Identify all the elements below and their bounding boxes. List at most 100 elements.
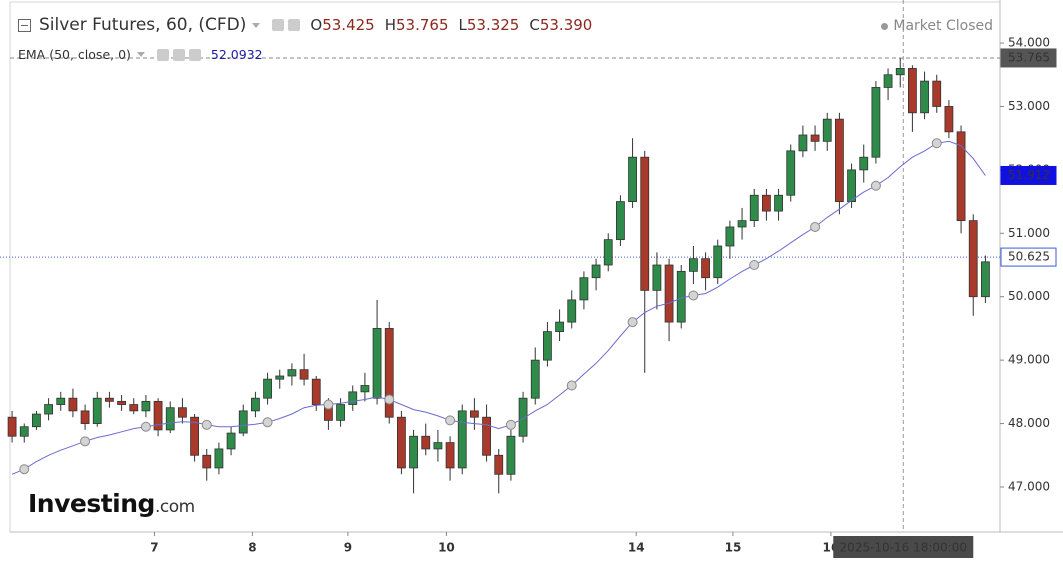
candle-body — [591, 264, 601, 279]
ema-marker — [445, 415, 456, 426]
high-value-box — [1000, 48, 1057, 68]
candle-body — [482, 416, 491, 456]
candle-body — [202, 454, 212, 469]
candle-body — [603, 239, 613, 266]
ohlc-value: 53.765 — [396, 16, 449, 34]
ohlc-item: H53.765 — [385, 16, 449, 34]
ema-marker — [688, 290, 699, 301]
x-tick-label: 15 — [725, 541, 742, 555]
crosshair-value-label: 50.625 — [1008, 250, 1050, 264]
candle-body — [555, 321, 564, 333]
menu-caret[interactable] — [252, 22, 261, 28]
ema-marker — [201, 419, 212, 430]
y-tick-label: 51.000 — [1008, 226, 1050, 240]
ema-marker — [505, 419, 516, 430]
candle-body — [981, 261, 990, 298]
ema-value-label: 51.912 — [1008, 168, 1050, 182]
candle-body — [506, 435, 516, 475]
settings-icon[interactable] — [288, 19, 301, 31]
ohlc-key: L — [458, 16, 467, 34]
y-tick-label: 50.000 — [1008, 289, 1050, 303]
candle-body — [859, 156, 869, 171]
candle-body — [214, 448, 224, 469]
ema-marker — [323, 399, 334, 410]
eye-icon[interactable] — [272, 19, 285, 31]
candle-body — [348, 391, 358, 405]
candle-body — [226, 432, 236, 450]
candle-body — [920, 80, 929, 114]
candle-body — [701, 258, 710, 279]
ohlc-key: C — [529, 16, 540, 34]
candle-body — [421, 435, 431, 450]
ohlc-item: O53.425 — [310, 16, 374, 34]
candle-body — [275, 375, 285, 380]
candle-body — [616, 201, 625, 241]
ohlc-value: 53.390 — [539, 16, 593, 34]
candle-body — [494, 454, 504, 475]
candle-body — [737, 220, 747, 228]
candle-body — [178, 407, 187, 418]
candle-body — [762, 194, 771, 212]
candle-body — [895, 68, 905, 76]
chart-title: Silver Futures, 60, (CFD) — [39, 15, 247, 35]
ohlc-item: L53.325 — [459, 16, 520, 34]
candle-body — [774, 194, 783, 212]
candle-body — [908, 68, 917, 114]
candle-body — [372, 328, 382, 399]
candle-body — [932, 80, 942, 107]
ohlc-legend: O53.425 H53.765 L53.325 C53.390 — [300, 16, 592, 34]
collapse-icon[interactable] — [18, 18, 31, 32]
indicator-name: EMA (50, close, 0) — [18, 47, 131, 62]
candle-body — [956, 131, 966, 222]
menu-caret[interactable] — [136, 52, 145, 57]
candle-body — [847, 169, 856, 202]
candle-body — [725, 226, 735, 247]
x-tick-label: 8 — [248, 541, 256, 555]
candle-body — [664, 264, 674, 323]
candle-body — [92, 397, 102, 424]
ohlc-key: H — [384, 16, 396, 34]
candle-body — [80, 410, 90, 424]
chart-header: Silver Futures, 60, (CFD) O53.425 H53.765… — [18, 15, 592, 35]
market-status: Market Closed — [881, 18, 993, 34]
candle-body — [19, 426, 29, 437]
candle-body — [105, 397, 114, 402]
candle-body — [835, 118, 844, 202]
ohlc-key: O — [310, 16, 323, 34]
candle-body — [676, 270, 686, 323]
ema-marker — [810, 221, 821, 232]
candle-body — [129, 404, 139, 412]
candle-body — [7, 416, 17, 437]
y-tick-label: 54.000 — [1008, 36, 1050, 50]
candle-body — [652, 264, 662, 291]
candle-body — [299, 369, 309, 380]
candle-body — [822, 118, 832, 142]
high-value-label: 53.765 — [1008, 50, 1050, 64]
candle-body — [445, 442, 455, 469]
ohlc-value: 53.425 — [322, 16, 375, 34]
settings-icon[interactable] — [172, 48, 185, 61]
candle-body — [238, 410, 248, 434]
ema-marker — [140, 421, 151, 432]
candle-body — [944, 106, 954, 133]
plot-frame — [9, 1, 1001, 533]
ema-value-box — [1000, 165, 1057, 185]
x-tick-label: 9 — [344, 541, 352, 555]
ema-marker — [566, 380, 577, 391]
candle-body — [311, 378, 321, 405]
candle-body — [518, 397, 528, 437]
y-tick-label: 48.000 — [1008, 416, 1050, 430]
candle-body — [470, 410, 479, 418]
crosshair-value-box — [1000, 247, 1057, 267]
remove-icon[interactable] — [188, 48, 201, 61]
candle-body — [336, 404, 345, 421]
indicator-legend: EMA (50, close, 0) 52.0932 — [18, 47, 263, 62]
x-tick-label: 7 — [150, 541, 158, 555]
ohlc-value: 53.325 — [466, 16, 520, 34]
candle-body — [56, 397, 66, 405]
candle-body — [44, 404, 53, 415]
eye-icon[interactable] — [156, 48, 169, 61]
crosshair-date-label: 2025-10-16 18:00:00 — [840, 541, 967, 555]
candle-body — [457, 410, 467, 469]
